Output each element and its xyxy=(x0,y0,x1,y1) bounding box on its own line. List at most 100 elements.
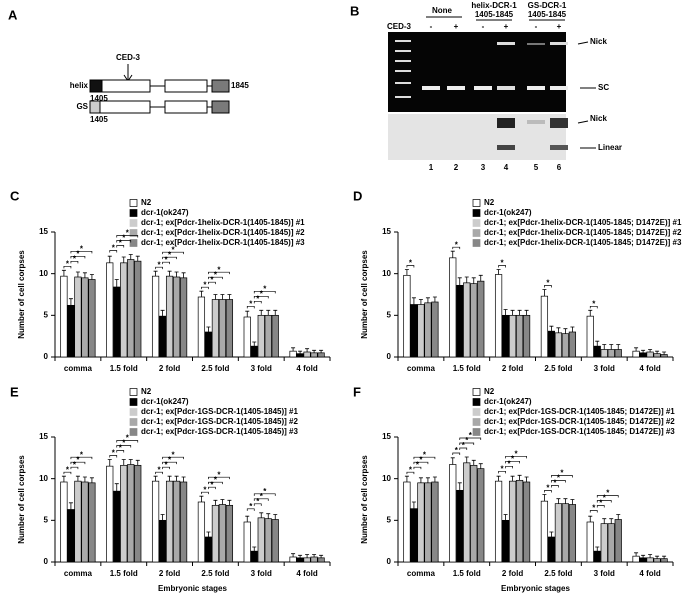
ced3-sign: - xyxy=(430,22,433,31)
sig-label: * xyxy=(603,494,607,503)
sig-bracket xyxy=(63,265,72,269)
legend-swatch xyxy=(129,199,138,207)
panel-b: B None helix-DCR-1 1405-1845 GS-DCR-1 14… xyxy=(350,1,622,172)
sig-label: * xyxy=(501,259,505,268)
bar xyxy=(165,275,174,358)
bar xyxy=(632,555,640,563)
error-bar xyxy=(107,255,112,263)
y-axis-label: Number of cell corpses xyxy=(17,250,26,339)
legend-label: dcr-1; ex[Pdcr-1helix-DCR-1(1405-1845)] … xyxy=(141,228,305,237)
y-tick-label: 15 xyxy=(382,227,391,236)
bar xyxy=(600,523,608,563)
error-bar xyxy=(655,350,660,354)
error-bar xyxy=(418,477,423,483)
sig-label: * xyxy=(119,444,123,453)
bar xyxy=(515,479,524,563)
bar xyxy=(225,299,234,358)
error-bar xyxy=(634,347,639,352)
error-bar xyxy=(478,463,483,469)
sig-bracket xyxy=(505,460,520,464)
sig-bracket xyxy=(201,286,209,290)
bar xyxy=(197,501,206,563)
legend-label: dcr-1; ex[Pdcr-1GS-DCR-1(1405-1845; D147… xyxy=(484,427,675,436)
sig-label: * xyxy=(419,455,423,464)
lane-number: 4 xyxy=(504,163,509,172)
sig-label: * xyxy=(592,299,596,308)
x-tick-label: 3 fold xyxy=(594,364,615,373)
sig-label: * xyxy=(80,450,84,459)
sig-label: * xyxy=(158,465,162,474)
error-bar xyxy=(503,514,508,521)
x-tick-label: 3 fold xyxy=(251,364,272,373)
legend-swatch xyxy=(472,229,481,237)
error-bar xyxy=(648,349,653,352)
error-bar xyxy=(471,459,476,466)
legend-label: dcr-1; ex[Pdcr-1helix-DCR-1(1405-1845; D… xyxy=(484,238,682,247)
error-bar xyxy=(616,514,621,520)
bar xyxy=(646,351,654,358)
error-bar xyxy=(227,499,232,506)
x-tick-label: 2 fold xyxy=(502,569,523,578)
bar xyxy=(501,314,510,358)
error-bar xyxy=(450,250,455,258)
bar xyxy=(470,283,478,358)
error-bar xyxy=(609,344,614,350)
bar xyxy=(296,353,304,358)
bar xyxy=(218,504,227,563)
bar xyxy=(211,504,220,563)
legend-label: dcr-1; ex[Pdcr-1helix-DCR-1(1405-1845)] … xyxy=(141,238,305,247)
sig-bracket xyxy=(596,495,619,498)
gs-linker xyxy=(89,100,101,114)
legend-swatch xyxy=(129,219,138,227)
domain-box xyxy=(211,100,230,114)
sig-bracket xyxy=(406,265,415,268)
bar xyxy=(554,332,563,358)
sig-bracket xyxy=(70,466,79,470)
x-tick-label: 2.5 fold xyxy=(201,364,229,373)
error-bar xyxy=(160,514,165,521)
error-bar xyxy=(273,309,278,316)
bar xyxy=(515,314,524,358)
sig-bracket xyxy=(596,500,612,503)
bar xyxy=(417,304,425,358)
sig-label: * xyxy=(122,234,126,243)
sig-bracket xyxy=(596,505,605,508)
y-tick-label: 5 xyxy=(387,310,392,319)
bar xyxy=(67,304,75,358)
legend-swatch xyxy=(472,398,481,406)
bar xyxy=(317,352,325,358)
error-bar xyxy=(121,459,126,466)
x-tick-label: 1.5 fold xyxy=(453,569,481,578)
bar xyxy=(554,503,563,563)
error-bar xyxy=(107,459,112,467)
legend-swatch xyxy=(472,199,481,207)
domain-box xyxy=(164,100,208,114)
bar xyxy=(403,274,411,358)
sig-bracket xyxy=(116,440,139,443)
error-bar xyxy=(563,498,568,504)
sig-label: * xyxy=(465,436,469,445)
sig-bracket xyxy=(70,260,79,264)
sig-bracket xyxy=(505,465,513,469)
sig-bracket xyxy=(162,466,170,470)
sig-label: * xyxy=(469,431,473,440)
bar xyxy=(522,314,531,358)
bar xyxy=(508,314,517,358)
error-bar xyxy=(153,270,158,277)
band-label: Nick xyxy=(590,37,607,46)
sig-bracket xyxy=(109,455,118,458)
sig-label: * xyxy=(557,474,561,483)
legend-swatch xyxy=(129,428,138,436)
sig-bracket xyxy=(253,503,262,506)
legend-swatch xyxy=(129,229,138,237)
sig-bracket xyxy=(459,447,468,450)
y-tick-label: 5 xyxy=(44,515,49,524)
error-bar xyxy=(570,326,575,332)
error-bar xyxy=(252,546,257,552)
panel-label: A xyxy=(8,7,18,22)
error-bar xyxy=(549,531,554,537)
lanes: - 1 +2 - 3 +4 - 5 +6 xyxy=(429,22,562,172)
sig-label: * xyxy=(112,244,116,253)
bar xyxy=(410,304,418,358)
